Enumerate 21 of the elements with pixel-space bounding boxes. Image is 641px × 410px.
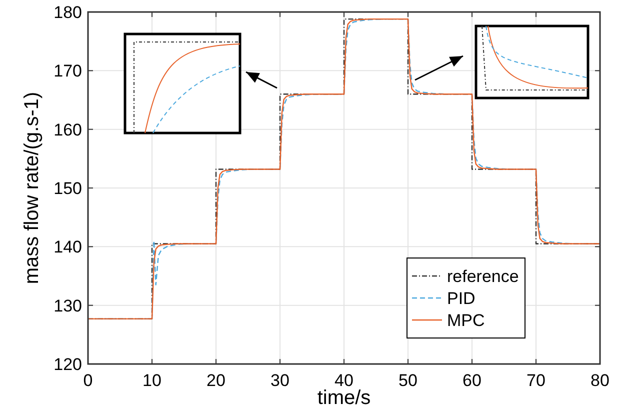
- x-tick-label: 10: [142, 371, 162, 390]
- x-tick-label: 40: [334, 371, 354, 390]
- x-tick-label: 50: [398, 371, 418, 390]
- y-tick-label: 160: [54, 120, 82, 140]
- x-tick-label: 30: [270, 371, 290, 390]
- legend-label: PID: [447, 289, 476, 308]
- x-tick-label: 0: [83, 371, 93, 390]
- x-tick-label: 20: [206, 371, 226, 390]
- y-tick-label: 170: [54, 62, 82, 81]
- y-tick-label: 130: [54, 296, 82, 316]
- y-tick-label: 120: [54, 355, 82, 374]
- y-axis-title: mass flow rate/(g.s-1): [21, 92, 43, 284]
- y-tick-label: 140: [54, 238, 82, 257]
- y-tick-label: 180: [54, 3, 82, 22]
- x-axis-title: time/s: [317, 387, 371, 409]
- x-tick-label: 60: [462, 371, 482, 390]
- legend-label: MPC: [447, 311, 485, 330]
- x-tick-label: 80: [590, 371, 610, 390]
- x-tick-label: 70: [526, 371, 546, 390]
- legend-label: reference: [447, 267, 519, 286]
- y-tick-label: 150: [54, 179, 82, 198]
